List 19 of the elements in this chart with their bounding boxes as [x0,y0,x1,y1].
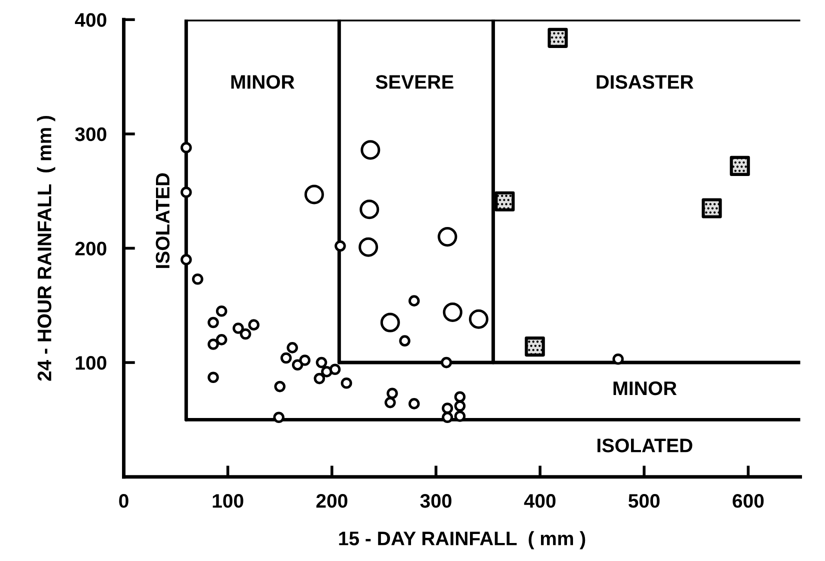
y-tick-label: 400 [74,13,106,27]
annotation: SEVERE [376,75,454,89]
x-tick-label: 100 [212,494,244,508]
annotation: ISOLATED [598,438,692,452]
y-tick-label: 300 [75,127,106,142]
y-tick-label: 200 [75,242,106,256]
annotation: ISOLATED [156,173,170,268]
annotation: MINOR [231,75,294,89]
annotation: DISASTER [596,75,694,89]
x-axis-title: 15 - DAY RAINFALL ( mm ) [339,531,586,550]
y-tick-label: 100 [76,356,106,370]
x-tick-label: 400 [524,494,556,508]
x-tick-label: 500 [628,494,660,508]
x-tick-label: 200 [316,494,348,508]
x-tick-label: 0 [119,494,128,508]
annotation: MINOR [614,381,677,396]
x-tick-label: 300 [420,494,452,508]
y-axis-title: 24 - HOUR RAINFALL ( mm ) [37,116,56,381]
x-tick-label: 600 [732,494,764,508]
